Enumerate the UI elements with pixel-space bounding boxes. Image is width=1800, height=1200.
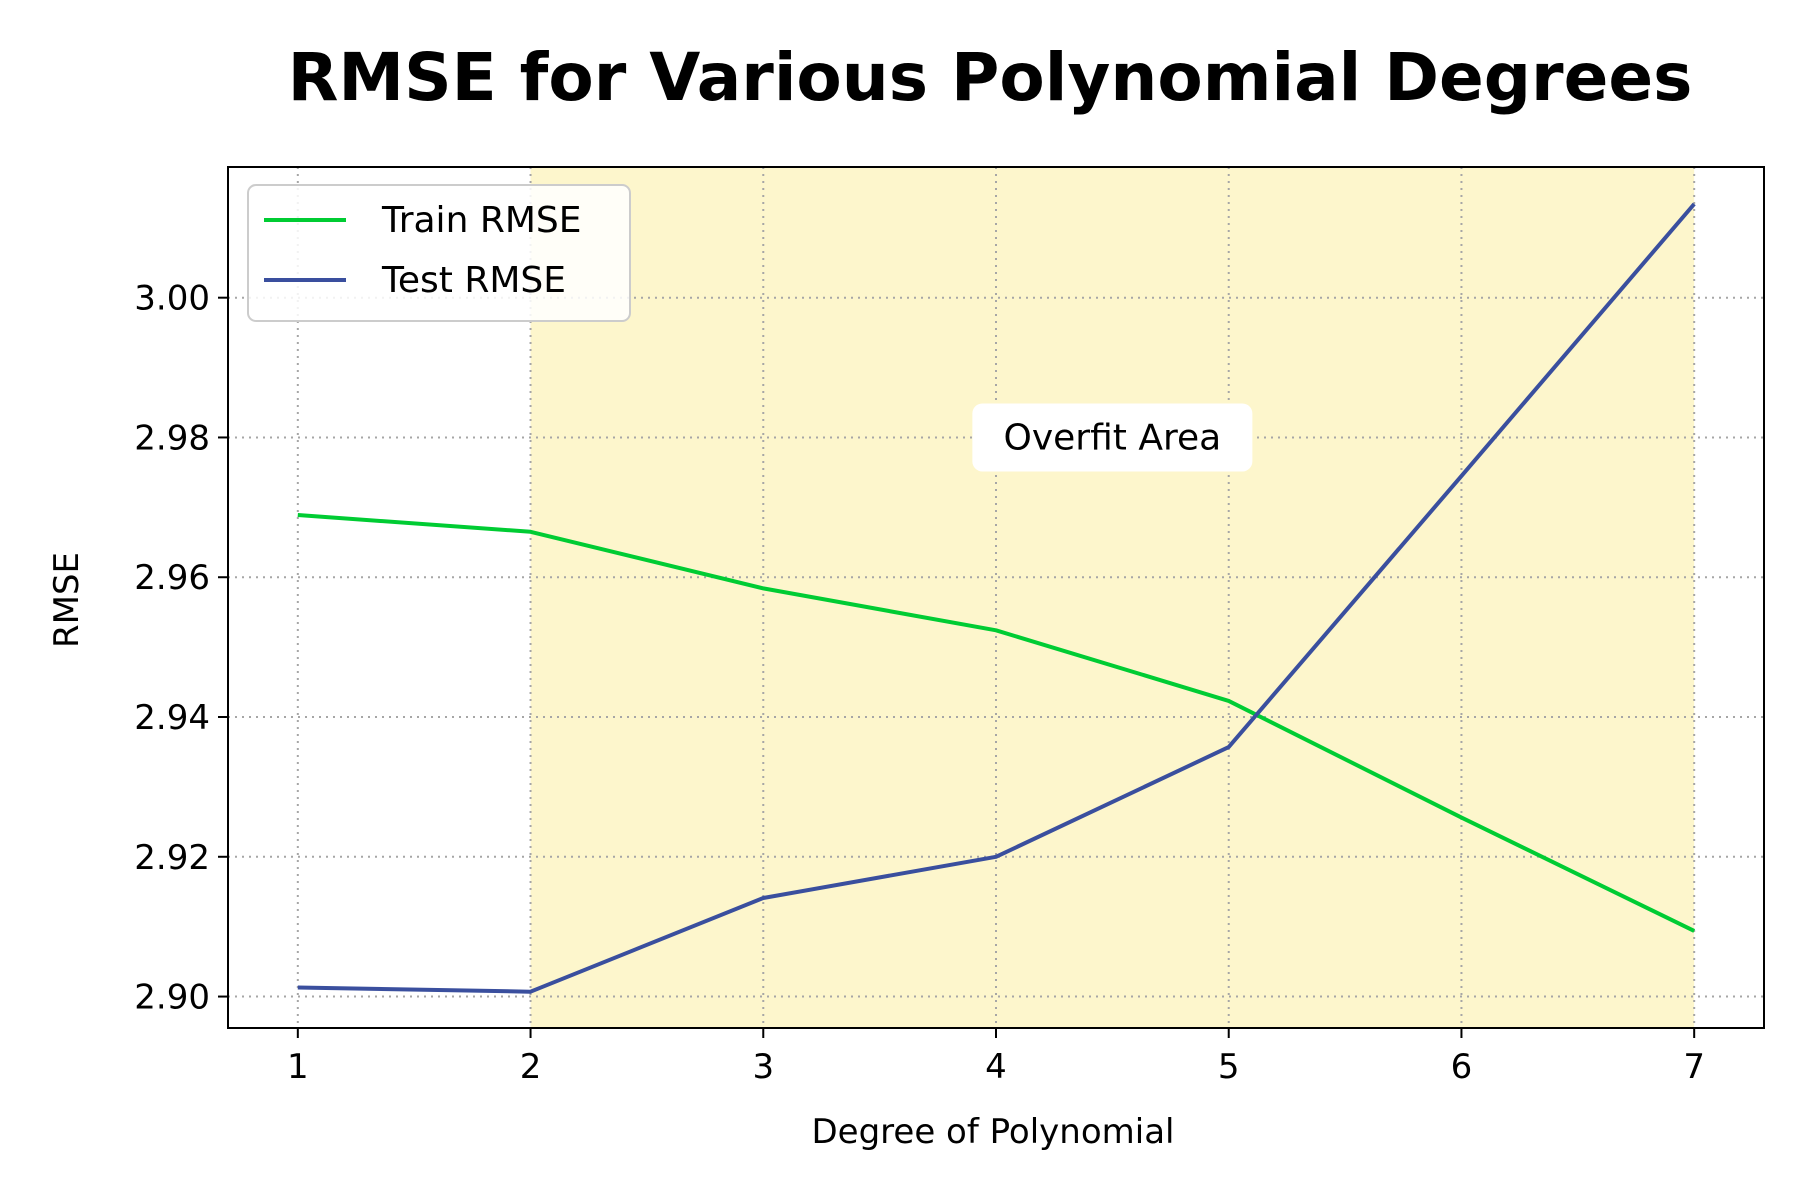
series-line-test-rmse — [297, 202, 1696, 994]
overfit-shaded-region — [530, 167, 1695, 1028]
y-tick-label: 2.94 — [134, 698, 210, 738]
y-tick-label: 2.90 — [134, 978, 210, 1018]
x-tick-label: 2 — [520, 1047, 542, 1087]
legend: Train RMSE Test RMSE — [247, 184, 631, 322]
x-axis-label: Degree of Polynomial — [812, 1112, 1175, 1152]
x-tick-label: 3 — [752, 1047, 774, 1087]
annotation-box — [972, 403, 1253, 472]
x-tick-label: 6 — [1451, 1047, 1473, 1087]
annotation-text: Overfit Area — [1004, 417, 1222, 458]
y-tick-label: 2.96 — [134, 558, 210, 598]
y-tick-label: 2.98 — [134, 418, 210, 458]
series-line-train-rmse — [297, 513, 1696, 933]
legend-label: Test RMSE — [381, 260, 566, 301]
y-axis-label: RMSE — [47, 552, 87, 648]
x-tick-label: 4 — [985, 1047, 1007, 1087]
legend-label: Train RMSE — [381, 200, 582, 241]
y-tick-label: 3.00 — [134, 279, 210, 319]
x-tick-label: 7 — [1683, 1047, 1705, 1087]
plot-area: 1 2 3 4 5 6 7 2.90 2.92 2.94 2.96 2.98 3.00 Overfit A… — [134, 166, 1765, 1087]
chart-title: RMSE for Various Polynomial Degrees — [288, 39, 1693, 116]
x-tick-label: 1 — [287, 1047, 309, 1087]
y-tick-label: 2.92 — [134, 838, 210, 878]
x-tick-label: 5 — [1218, 1047, 1240, 1087]
